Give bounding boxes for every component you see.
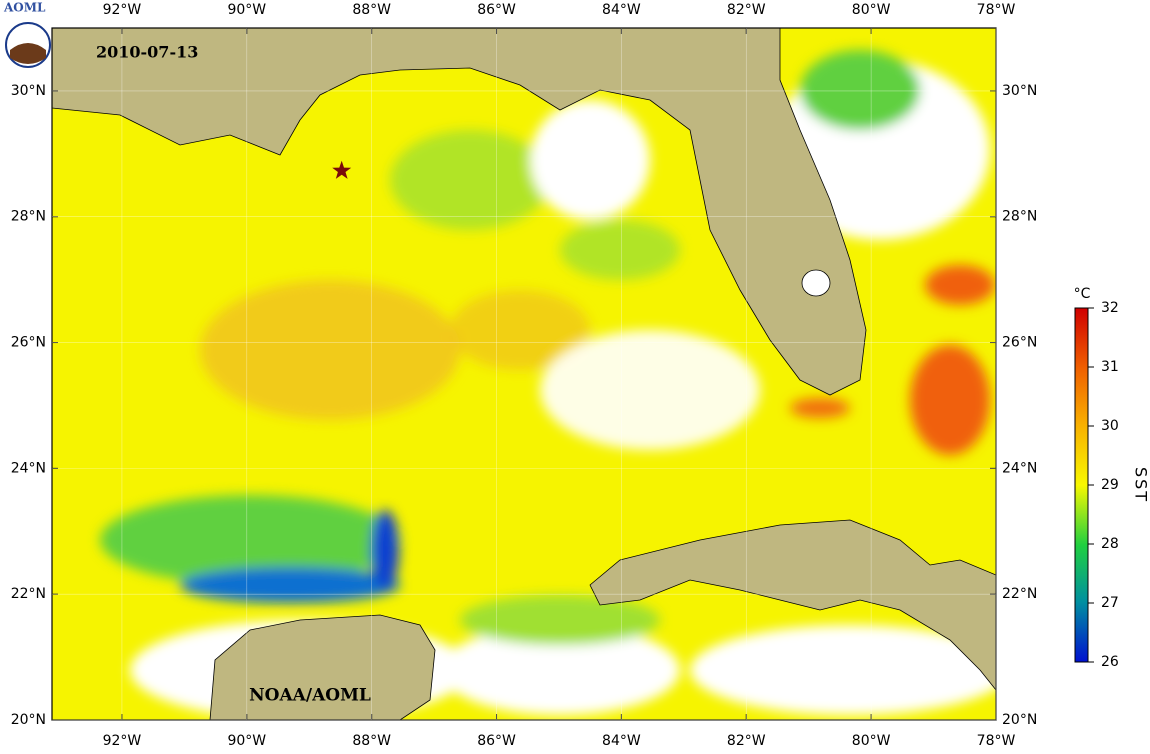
- y-tick-label: 28°N: [11, 209, 46, 225]
- logo-text: AOML: [3, 1, 46, 15]
- y-tick-label: 28°N: [1002, 209, 1037, 225]
- colorbar-tick-label: 28: [1101, 536, 1119, 552]
- y-tick-label: 22°N: [11, 586, 46, 602]
- x-tick-label: 82°W: [727, 733, 766, 749]
- x-tick-label: 80°W: [852, 2, 891, 18]
- y-tick-label: 30°N: [1002, 83, 1037, 99]
- x-tick-label: 80°W: [852, 733, 891, 749]
- y-tick-label: 20°N: [1002, 712, 1037, 728]
- y-tick-label: 20°N: [11, 712, 46, 728]
- y-tick-label: 26°N: [1002, 335, 1037, 351]
- x-tick-label: 88°W: [352, 2, 391, 18]
- colorbar-tick-label: 30: [1101, 418, 1119, 434]
- x-tick-label: 78°W: [977, 2, 1016, 18]
- x-tick-label: 84°W: [602, 2, 641, 18]
- colorbar-tick-label: 32: [1101, 300, 1119, 316]
- y-tick-label: 26°N: [11, 335, 46, 351]
- date-label: 2010-07-13: [96, 43, 198, 62]
- colorbar-unit: °C: [1074, 286, 1091, 302]
- colorbar-tick-label: 26: [1101, 654, 1119, 670]
- map-field: [52, 28, 1010, 720]
- colorbar-tick-label: 29: [1101, 477, 1119, 493]
- x-tick-label: 86°W: [477, 2, 516, 18]
- colorbar-tick-label: 27: [1101, 595, 1119, 611]
- x-tick-label: 78°W: [977, 733, 1016, 749]
- y-tick-label: 24°N: [1002, 460, 1037, 476]
- y-tick-label: 22°N: [1002, 586, 1037, 602]
- x-tick-label: 90°W: [227, 2, 266, 18]
- x-tick-label: 82°W: [727, 2, 766, 18]
- x-tick-label: 92°W: [103, 2, 142, 18]
- x-tick-label: 84°W: [602, 733, 641, 749]
- colorbar-label: SST: [1132, 467, 1150, 503]
- x-tick-label: 88°W: [352, 733, 391, 749]
- colorbar: [1075, 308, 1088, 662]
- y-tick-label: 30°N: [11, 83, 46, 99]
- y-tick-label: 24°N: [11, 460, 46, 476]
- x-tick-label: 90°W: [227, 733, 266, 749]
- credit-label: NOAA/AOML: [249, 686, 371, 706]
- colorbar-tick-label: 31: [1101, 359, 1119, 375]
- x-tick-label: 86°W: [477, 733, 516, 749]
- x-tick-label: 92°W: [103, 733, 142, 749]
